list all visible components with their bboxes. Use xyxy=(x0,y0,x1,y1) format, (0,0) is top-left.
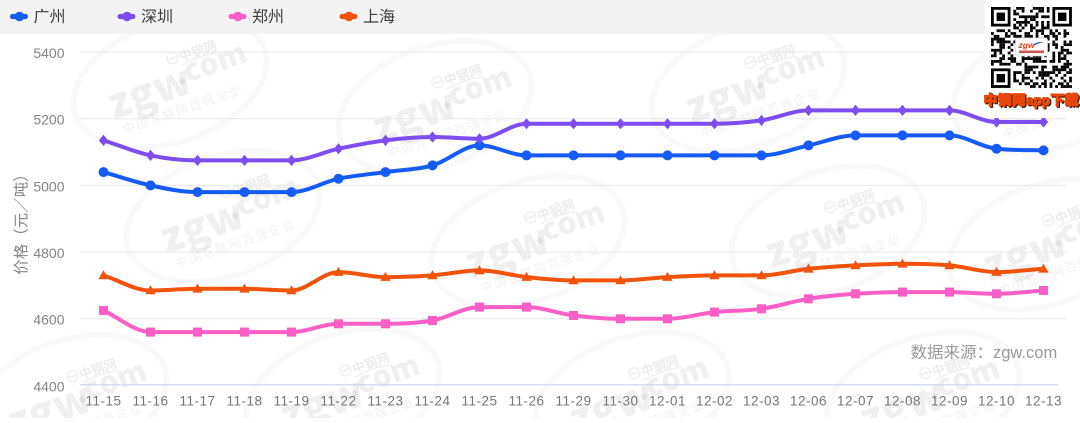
svg-text:4800: 4800 xyxy=(33,245,64,261)
svg-text:zgw.com: zgw.com xyxy=(993,344,1057,362)
svg-text:11-17: 11-17 xyxy=(179,394,215,409)
svg-text:11-30: 11-30 xyxy=(602,394,638,409)
svg-text:12-10: 12-10 xyxy=(978,394,1015,409)
svg-text:11-25: 11-25 xyxy=(461,394,497,409)
svg-text:12-07: 12-07 xyxy=(837,394,874,409)
svg-text:zgw: zgw xyxy=(1018,40,1036,50)
svg-text:12-09: 12-09 xyxy=(931,394,968,409)
svg-text:app: app xyxy=(1028,94,1052,109)
svg-text:5400: 5400 xyxy=(33,45,64,61)
svg-text:11-18: 11-18 xyxy=(226,394,262,409)
svg-text:11-26: 11-26 xyxy=(508,394,544,409)
svg-text:12-01: 12-01 xyxy=(649,394,686,409)
svg-text:12-13: 12-13 xyxy=(1025,394,1062,409)
svg-text:app: app xyxy=(1026,93,1050,108)
svg-text:4400: 4400 xyxy=(33,378,64,394)
svg-text:12-06: 12-06 xyxy=(790,394,827,409)
svg-text:11-23: 11-23 xyxy=(367,394,403,409)
svg-text:4600: 4600 xyxy=(33,312,64,328)
svg-text:5000: 5000 xyxy=(33,178,64,194)
svg-text:12-08: 12-08 xyxy=(884,394,921,409)
svg-text:11-22: 11-22 xyxy=(320,394,356,409)
svg-text:12-03: 12-03 xyxy=(743,394,780,409)
svg-text:12-02: 12-02 xyxy=(696,394,733,409)
svg-text:11-15: 11-15 xyxy=(85,394,121,409)
svg-text:11-24: 11-24 xyxy=(414,394,450,409)
svg-text:11-19: 11-19 xyxy=(273,394,309,409)
svg-text:11-16: 11-16 xyxy=(132,394,168,409)
svg-text:11-29: 11-29 xyxy=(555,394,591,409)
svg-text:5200: 5200 xyxy=(33,112,64,128)
